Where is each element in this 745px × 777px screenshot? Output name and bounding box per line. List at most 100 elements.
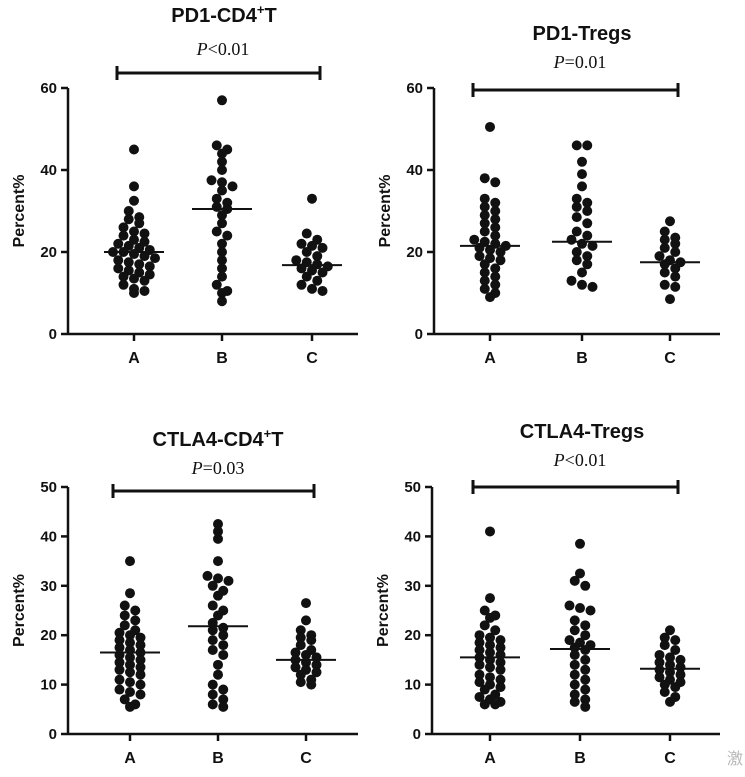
data-point: [217, 185, 227, 196]
data-point: [485, 244, 495, 255]
chart-title: PD1-Tregs: [533, 23, 632, 45]
data-point: [571, 247, 582, 257]
data-point: [569, 669, 580, 680]
data-point: [490, 279, 501, 290]
data-point: [207, 580, 218, 591]
data-point: [129, 181, 139, 192]
data-point: [670, 238, 681, 249]
data-point: [582, 259, 593, 270]
data-point: [222, 230, 233, 241]
x-tick-label: A: [484, 350, 496, 367]
y-tick-label: 20: [40, 244, 57, 261]
data-point: [135, 669, 146, 680]
data-point: [490, 699, 501, 710]
data-point: [213, 659, 223, 670]
data-point: [479, 193, 490, 204]
data-point: [135, 689, 146, 700]
data-point: [485, 593, 495, 604]
data-point: [119, 694, 130, 705]
data-point: [213, 519, 223, 530]
data-point: [582, 206, 593, 216]
data-point: [474, 677, 485, 688]
data-point: [207, 689, 218, 700]
data-point: [490, 197, 501, 208]
y-tick-label: 30: [40, 578, 57, 595]
data-point: [479, 173, 490, 184]
data-point: [665, 659, 675, 670]
data-point: [207, 625, 218, 636]
data-point: [114, 657, 125, 668]
data-point: [139, 285, 150, 296]
y-tick-label: 40: [404, 528, 421, 545]
p-value-text: =0.01: [565, 52, 607, 72]
data-point: [495, 664, 506, 675]
data-point: [485, 632, 495, 643]
data-point: [129, 226, 139, 237]
data-point: [114, 635, 125, 646]
data-point: [114, 627, 125, 638]
data-point: [575, 568, 585, 579]
data-point: [665, 625, 675, 636]
data-point: [582, 140, 593, 151]
data-point: [485, 662, 495, 673]
data-point: [582, 251, 593, 262]
y-tick-label: 60: [406, 80, 423, 97]
data-point: [114, 674, 125, 685]
p-value-text: <0.01: [565, 450, 607, 470]
data-point: [227, 181, 238, 192]
data-point: [301, 271, 312, 282]
p-value-label: P<0.01: [196, 39, 250, 59]
data-point: [207, 699, 218, 710]
y-tick-label: 0: [413, 726, 421, 743]
title-superscript: +: [257, 2, 265, 17]
data-point: [217, 165, 227, 175]
data-point: [125, 556, 135, 567]
data-point: [290, 662, 301, 673]
title-superscript: +: [264, 426, 272, 441]
data-point: [580, 694, 591, 705]
data-point: [130, 615, 141, 626]
watermark: 激: [726, 749, 743, 768]
data-point: [211, 279, 222, 290]
data-point: [301, 228, 312, 239]
y-tick-label: 40: [40, 528, 57, 545]
y-tick-label: 50: [404, 479, 421, 496]
p-value-prefix: P: [553, 450, 565, 470]
data-point: [665, 216, 675, 227]
data-point: [218, 694, 229, 705]
data-point: [217, 218, 227, 229]
data-point: [129, 195, 139, 206]
data-point: [129, 249, 139, 260]
data-point: [490, 271, 501, 282]
y-tick-label: 20: [406, 244, 423, 261]
data-point: [134, 218, 145, 229]
data-point: [659, 679, 670, 690]
data-point: [113, 263, 124, 274]
data-point: [566, 275, 577, 286]
data-point: [490, 206, 501, 216]
data-point: [301, 247, 312, 257]
x-tick-label: B: [212, 750, 224, 767]
p-value-prefix: P: [553, 52, 565, 72]
data-point: [218, 630, 229, 641]
data-point: [490, 625, 501, 636]
data-point: [569, 696, 580, 707]
y-tick-label: 10: [40, 677, 57, 694]
data-point: [564, 600, 575, 611]
y-tick-label: 20: [40, 627, 57, 644]
data-point: [129, 144, 139, 155]
data-point: [670, 271, 681, 282]
data-point: [479, 283, 490, 294]
data-point: [659, 640, 670, 651]
data-point: [125, 630, 135, 641]
data-point: [474, 659, 485, 670]
data-point: [485, 647, 495, 658]
data-point: [659, 632, 670, 643]
data-point: [495, 674, 506, 685]
data-point: [670, 247, 681, 257]
data-point: [150, 253, 160, 264]
data-point: [223, 575, 234, 586]
title-main: CTLA4-Tregs: [520, 421, 644, 443]
title-main: PD1-Tregs: [533, 23, 632, 45]
